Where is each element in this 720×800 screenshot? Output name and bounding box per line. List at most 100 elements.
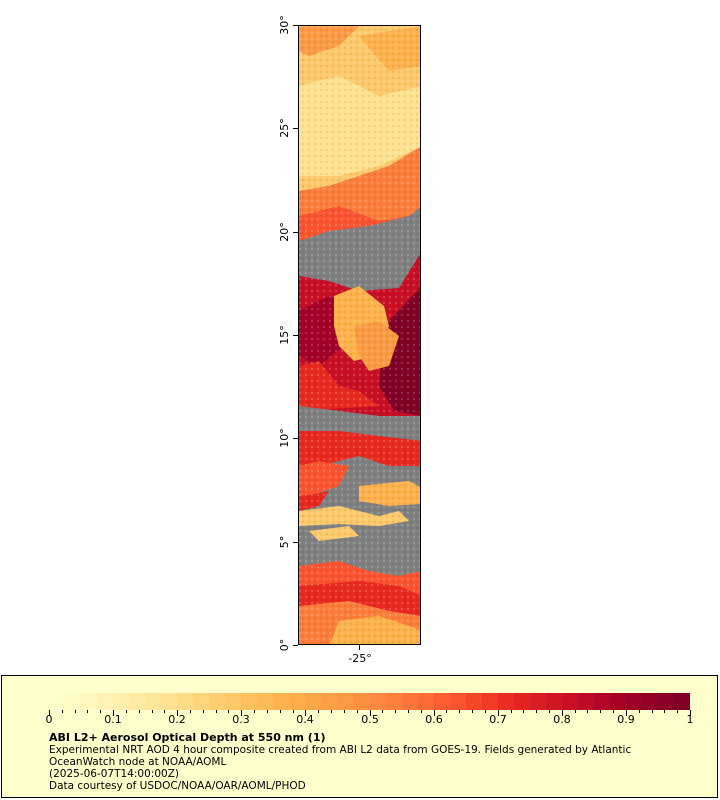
colorbar-segment: [49, 693, 66, 710]
colorbar-segment: [465, 693, 483, 710]
colorbar-minor-tick: [446, 710, 447, 713]
colorbar-segment: [481, 693, 499, 710]
colorbar-minor-tick: [100, 710, 101, 713]
colorbar-major-tick: [626, 710, 627, 716]
colorbar-major-tick: [305, 710, 306, 716]
colorbar-major-tick: [690, 710, 691, 716]
colorbar-minor-tick: [344, 710, 345, 713]
colorbar-minor-tick: [536, 710, 537, 713]
lat-tick: [293, 335, 298, 336]
colorbar-segment: [225, 693, 242, 710]
colorbar-segment: [641, 693, 659, 710]
aod-map: [298, 25, 421, 645]
colorbar-segment: [209, 693, 226, 710]
colorbar-minor-tick: [459, 710, 460, 713]
colorbar-minor-tick: [75, 710, 76, 713]
colorbar-segment: [513, 693, 531, 710]
lon-tick: [359, 645, 360, 650]
colorbar-minor-tick: [523, 710, 524, 713]
colorbar-minor-tick: [331, 710, 332, 713]
legend-line-4: Data courtesy of USDOC/NOAA/OAR/AOML/PHO…: [49, 780, 306, 792]
colorbar-minor-tick: [511, 710, 512, 713]
colorbar-segment: [337, 693, 354, 710]
colorbar-minor-tick: [318, 710, 319, 713]
colorbar-segment: [289, 693, 306, 710]
colorbar-segment: [193, 693, 210, 710]
colorbar-segment: [129, 693, 146, 710]
lat-label: 15°: [278, 325, 291, 345]
colorbar-major-tick: [562, 710, 563, 716]
colorbar-segment: [81, 693, 98, 710]
colorbar: [49, 693, 691, 710]
legend-panel: 0 0.1 0.2 0.3 0.4 0.5 0.6 0.7 0.8 0.9 1 ABI L2+ Ae…: [1, 675, 718, 798]
colorbar-major-tick: [241, 710, 242, 716]
colorbar-minor-tick: [152, 710, 153, 713]
colorbar-minor-tick: [652, 710, 653, 713]
colorbar-minor-tick: [639, 710, 640, 713]
colorbar-tick-label: 0.4: [296, 713, 314, 726]
colorbar-segment: [545, 693, 563, 710]
lat-label: 10°: [278, 428, 291, 448]
lat-tick: [293, 438, 298, 439]
colorbar-segment: [529, 693, 547, 710]
colorbar-minor-tick: [62, 710, 63, 713]
colorbar-segment: [609, 693, 627, 710]
colorbar-tick-label: 0.5: [361, 713, 379, 726]
legend-line-2: OceanWatch node at NOAA/AOML: [49, 756, 227, 768]
colorbar-minor-tick: [357, 710, 358, 713]
colorbar-segment: [561, 693, 579, 710]
colorbar-segment: [145, 693, 162, 710]
colorbar-minor-tick: [139, 710, 140, 713]
colorbar-segment: [305, 693, 322, 710]
colorbar-minor-tick: [395, 710, 396, 713]
colorbar-minor-tick: [228, 710, 229, 713]
colorbar-minor-tick: [408, 710, 409, 713]
colorbar-tick-label: 0.2: [168, 713, 186, 726]
colorbar-tick-label: 1: [686, 713, 694, 726]
colorbar-segment: [433, 693, 451, 710]
aod-map-svg: [299, 26, 420, 644]
colorbar-minor-tick: [126, 710, 127, 713]
colorbar-segment: [401, 693, 419, 710]
lat-label: 25°: [278, 118, 291, 138]
colorbar-major-tick: [370, 710, 371, 716]
colorbar-minor-tick: [421, 710, 422, 713]
colorbar-tick-label: 0.9: [617, 713, 635, 726]
colorbar-minor-tick: [203, 710, 204, 713]
colorbar-segment: [161, 693, 178, 710]
colorbar-segment: [625, 693, 643, 710]
colorbar-segment: [449, 693, 467, 710]
legend-title: ABI L2+ Aerosol Optical Depth at 550 nm …: [49, 731, 326, 744]
legend-line-1: Experimental NRT AOD 4 hour composite cr…: [49, 744, 632, 756]
colorbar-minor-tick: [216, 710, 217, 713]
colorbar-minor-tick: [549, 710, 550, 713]
colorbar-segment: [369, 693, 387, 710]
colorbar-segment: [385, 693, 403, 710]
colorbar-segment: [113, 693, 130, 710]
colorbar-major-tick: [498, 710, 499, 716]
colorbar-major-tick: [113, 710, 114, 716]
legend-line-3: (2025-06-07T14:00:00Z): [49, 768, 179, 780]
colorbar-minor-tick: [164, 710, 165, 713]
lat-label: 20°: [278, 222, 291, 242]
colorbar-segment: [353, 693, 370, 710]
colorbar-tick-label: 0.7: [489, 713, 507, 726]
lat-tick: [293, 128, 298, 129]
lat-label: 5°: [278, 535, 291, 549]
colorbar-minor-tick: [472, 710, 473, 713]
colorbar-segment: [673, 693, 691, 710]
colorbar-tick-label: 0.6: [425, 713, 443, 726]
colorbar-tick-label: 0.3: [232, 713, 250, 726]
legend-text: ABI L2+ Aerosol Optical Depth at 550 nm …: [49, 731, 709, 793]
colorbar-segment: [497, 693, 515, 710]
colorbar-tick-label: 0.8: [553, 713, 571, 726]
colorbar-minor-tick: [267, 710, 268, 713]
colorbar-minor-tick: [293, 710, 294, 713]
colorbar-minor-tick: [190, 710, 191, 713]
colorbar-minor-tick: [485, 710, 486, 713]
lat-tick: [293, 542, 298, 543]
colorbar-segment: [593, 693, 611, 710]
colorbar-minor-tick: [87, 710, 88, 713]
lon-label: -25°: [348, 652, 372, 665]
colorbar-segment: [177, 693, 194, 710]
